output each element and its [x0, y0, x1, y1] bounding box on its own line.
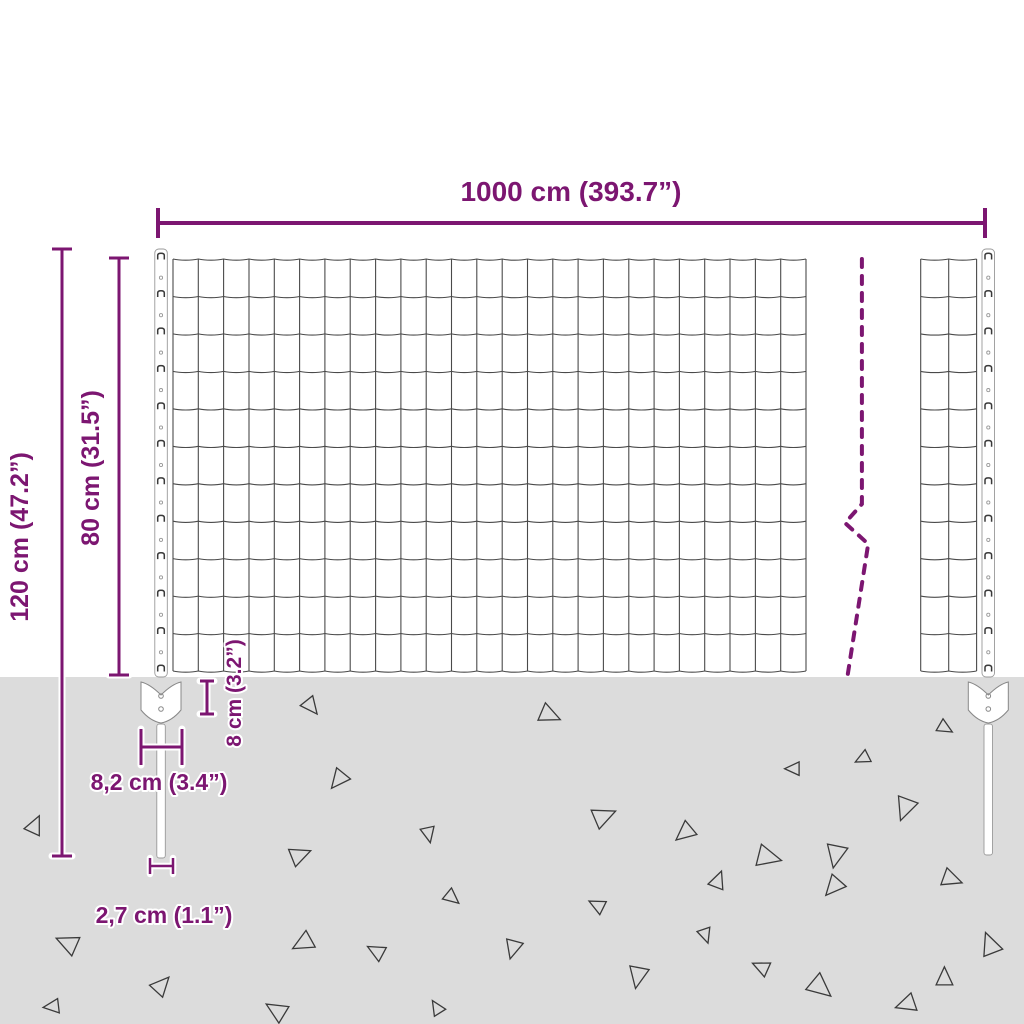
svg-text:2,7 cm (1.1”): 2,7 cm (1.1”)	[96, 902, 233, 928]
svg-text:80 cm (31.5”): 80 cm (31.5”)	[77, 390, 105, 546]
svg-text:8 cm (3.2”): 8 cm (3.2”)	[223, 639, 246, 746]
svg-text:120 cm (47.2”): 120 cm (47.2”)	[6, 452, 34, 622]
svg-text:1000 cm (393.7”): 1000 cm (393.7”)	[460, 176, 681, 207]
svg-text:8,2 cm (3.4”): 8,2 cm (3.4”)	[91, 769, 228, 795]
